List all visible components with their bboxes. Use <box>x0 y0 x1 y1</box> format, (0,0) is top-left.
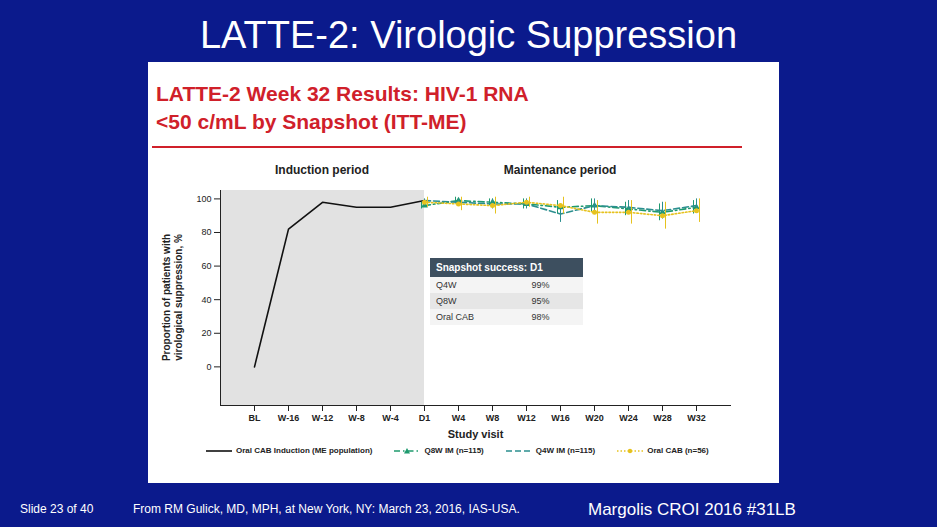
svg-text:100: 100 <box>196 194 211 204</box>
svg-text:80: 80 <box>201 227 211 237</box>
html-text:LATTE-2: Virologic Suppression: LATTE-2: Virologic Suppression <box>199 14 738 56</box>
html-text:Q4W: Q4W <box>436 280 457 290</box>
html-text:Oral CAB Induction (ME populat: Oral CAB Induction (ME population) <box>236 446 373 455</box>
svg-text:40: 40 <box>201 295 211 305</box>
svg-text:D1: D1 <box>419 413 431 423</box>
svg-text:W-8: W-8 <box>348 413 364 423</box>
svg-text:W8: W8 <box>486 413 500 423</box>
html-text:95%: 95% <box>531 296 550 306</box>
svg-text:20: 20 <box>201 328 211 338</box>
html-text:Oral CAB (n=56): Oral CAB (n=56) <box>647 446 709 455</box>
svg-text:Study visit: Study visit <box>448 428 504 440</box>
html-text:From RM Gulick, MD, MPH, at Ne: From RM Gulick, MD, MPH, at New York, NY… <box>133 502 520 516</box>
svg-text:0: 0 <box>206 362 211 372</box>
svg-text:Proportion of patients withvir: Proportion of patients withvirological s… <box>161 234 184 361</box>
html-text:Margolis CROI 2016 #31LB: Margolis CROI 2016 #31LB <box>588 500 796 519</box>
svg-text:W12: W12 <box>517 413 536 423</box>
html-text:98%: 98% <box>531 312 550 322</box>
html-text:Q8W: Q8W <box>436 296 457 306</box>
svg-text:60: 60 <box>201 261 211 271</box>
html-text:Snapshot success: D1: Snapshot success: D1 <box>436 262 543 273</box>
svg-text:W16: W16 <box>551 413 570 423</box>
svg-text:BL: BL <box>249 413 261 423</box>
svg-text:W4: W4 <box>452 413 466 423</box>
html-text:<50 c/mL by Snapshot (ITT-ME): <50 c/mL by Snapshot (ITT-ME) <box>156 110 467 133</box>
svg-text:Maintenance period: Maintenance period <box>504 163 617 177</box>
svg-text:W-16: W-16 <box>278 413 299 423</box>
svg-text:W28: W28 <box>653 413 672 423</box>
html-text:Oral CAB: Oral CAB <box>436 312 474 322</box>
svg-text:W24: W24 <box>619 413 638 423</box>
svg-text:W20: W20 <box>585 413 604 423</box>
html-text:Q8W IM (n=115): Q8W IM (n=115) <box>424 446 484 455</box>
svg-text:W32: W32 <box>687 413 706 423</box>
svg-text:W-4: W-4 <box>382 413 398 423</box>
svg-text:Induction period: Induction period <box>275 163 369 177</box>
html-text:Q4W IM (n=115): Q4W IM (n=115) <box>535 446 596 455</box>
html-text:Slide 23 of 40: Slide 23 of 40 <box>20 502 94 516</box>
html-text:99%: 99% <box>531 280 550 290</box>
html-text:LATTE-2 Week 32 Results: HIV-1: LATTE-2 Week 32 Results: HIV-1 RNA <box>156 82 529 105</box>
svg-text:W-12: W-12 <box>312 413 333 423</box>
